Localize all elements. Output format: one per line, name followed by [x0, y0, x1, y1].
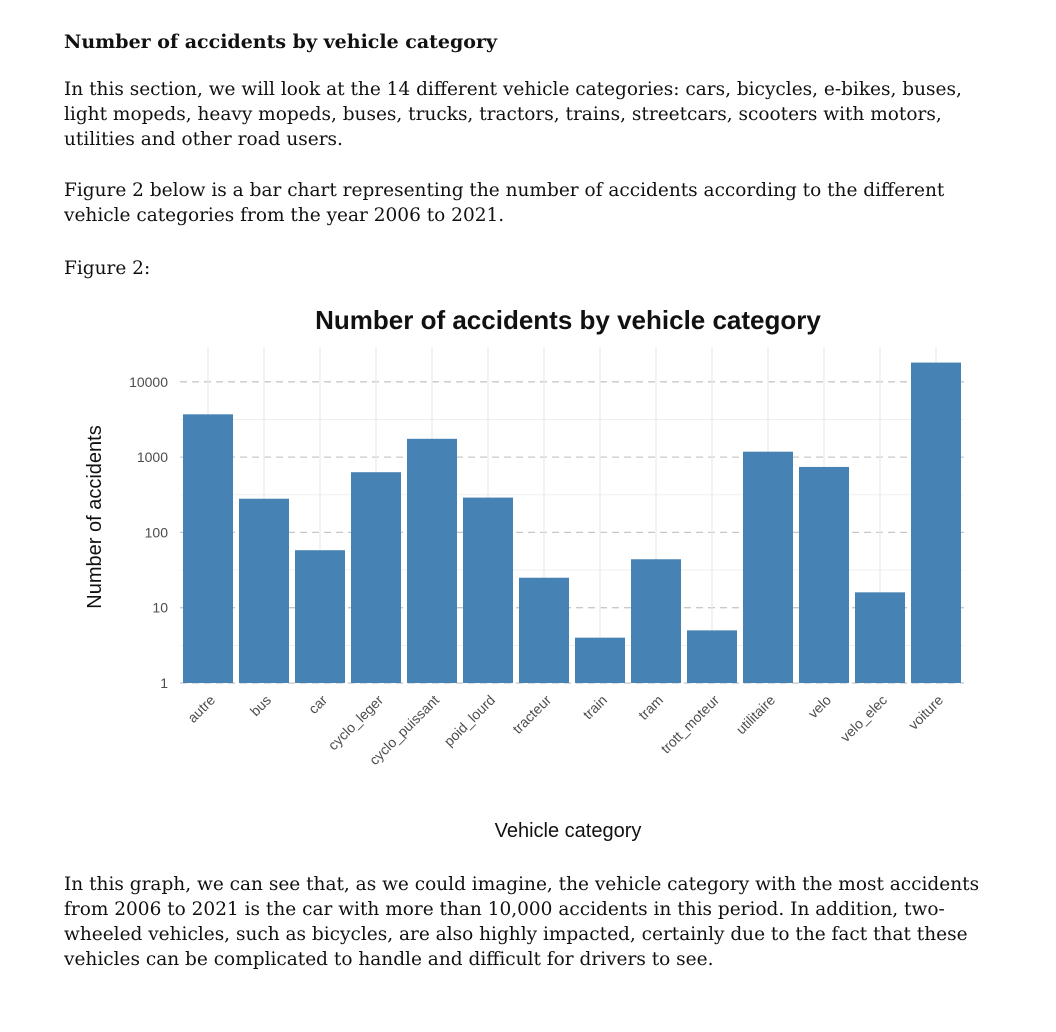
x-tick-label: utilitaire — [733, 692, 779, 738]
bar — [351, 472, 401, 683]
y-tick-label: 10 — [152, 600, 168, 616]
figure-label: Figure 2: — [64, 258, 151, 279]
bar — [687, 630, 737, 683]
x-tick-label: poid_lourd — [441, 692, 499, 750]
bar — [855, 592, 905, 683]
y-axis-label: Number of accidents — [84, 425, 106, 608]
bar — [519, 577, 569, 683]
figure-intro-paragraph: Figure 2 below is a bar chart representi… — [64, 180, 945, 226]
x-tick-label: velo_elec — [837, 692, 890, 745]
bar — [631, 559, 681, 683]
chart-title: Number of accidents by vehicle category — [315, 305, 821, 335]
y-axis-ticks: 1 10 100 1000 10000 — [129, 374, 168, 691]
bar — [575, 637, 625, 683]
bar — [407, 438, 457, 683]
x-tick-label: tracteur — [509, 692, 554, 737]
intro-paragraph: In this section, we will look at the 14 … — [64, 79, 962, 150]
x-tick-label: tram — [635, 692, 666, 723]
bar — [239, 498, 289, 683]
x-tick-label: autre — [184, 692, 218, 726]
x-tick-label: bus — [247, 692, 274, 719]
x-tick-label: cyclo_leger — [325, 692, 387, 754]
x-tick-label: train — [580, 692, 611, 723]
x-tick-label: voiture — [905, 692, 946, 733]
y-tick-label: 10000 — [129, 374, 168, 390]
x-axis-ticks: autre bus carcyclo_legercyclo_puissantpoid… — [184, 692, 946, 768]
section-heading: Number of accidents by vehicle category — [64, 31, 498, 53]
bar — [799, 466, 849, 683]
chart-bars — [183, 362, 961, 683]
bar — [743, 451, 793, 683]
bar — [463, 497, 513, 683]
bar — [183, 414, 233, 683]
bar — [295, 550, 345, 683]
x-tick-label: car — [305, 692, 330, 717]
y-tick-label: 100 — [145, 524, 169, 540]
conclusion-paragraph: In this graph, we can see that, as we co… — [64, 874, 980, 970]
y-tick-label: 1 — [160, 675, 168, 691]
bar — [911, 362, 961, 683]
x-tick-label: trott_moteur — [657, 692, 722, 757]
bar-chart: Number of accidents by vehicle category … — [84, 305, 964, 842]
x-tick-label: velo — [805, 692, 835, 722]
y-tick-label: 1000 — [137, 449, 168, 465]
x-axis-label: Vehicle category — [495, 820, 642, 842]
